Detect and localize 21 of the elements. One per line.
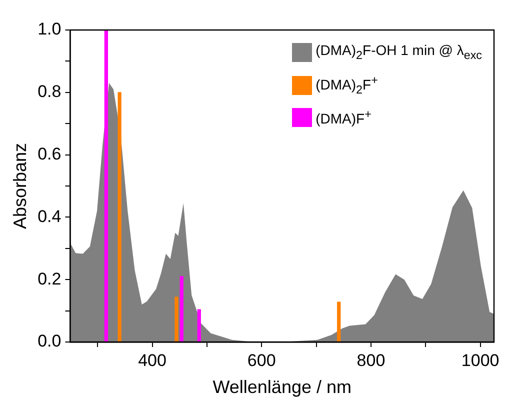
x-axis-title: Wellenlänge / nm xyxy=(212,377,352,398)
x-tick-label: 1000 xyxy=(461,350,500,370)
y-tick-label: 0.2 xyxy=(38,269,62,288)
y-tick-label: 1.0 xyxy=(38,20,62,39)
legend-label: (DMA)F$^{+}$ xyxy=(316,107,372,129)
bar xyxy=(337,302,341,342)
y-tick-label: 0.8 xyxy=(38,82,62,102)
y-tick-label: 0.6 xyxy=(38,144,62,164)
bar xyxy=(197,309,201,342)
x-tick-label: 400 xyxy=(138,350,166,370)
legend-label: (DMA)$_{2}$F-OH 1 min @ λ$_{exc}$ xyxy=(316,41,482,64)
bar xyxy=(180,276,184,342)
x-tick-label: 600 xyxy=(247,350,276,370)
x-tick-label: 800 xyxy=(356,350,386,370)
legend-label: (DMA)$_{2}$F$^{+}$ xyxy=(316,72,378,98)
y-axis-title: Absorbanz xyxy=(10,142,30,230)
bar xyxy=(118,92,122,342)
y-tick-label: 0.0 xyxy=(38,332,62,351)
bar xyxy=(174,296,178,342)
bar xyxy=(104,30,108,342)
y-tick-label: 0.4 xyxy=(38,206,62,226)
